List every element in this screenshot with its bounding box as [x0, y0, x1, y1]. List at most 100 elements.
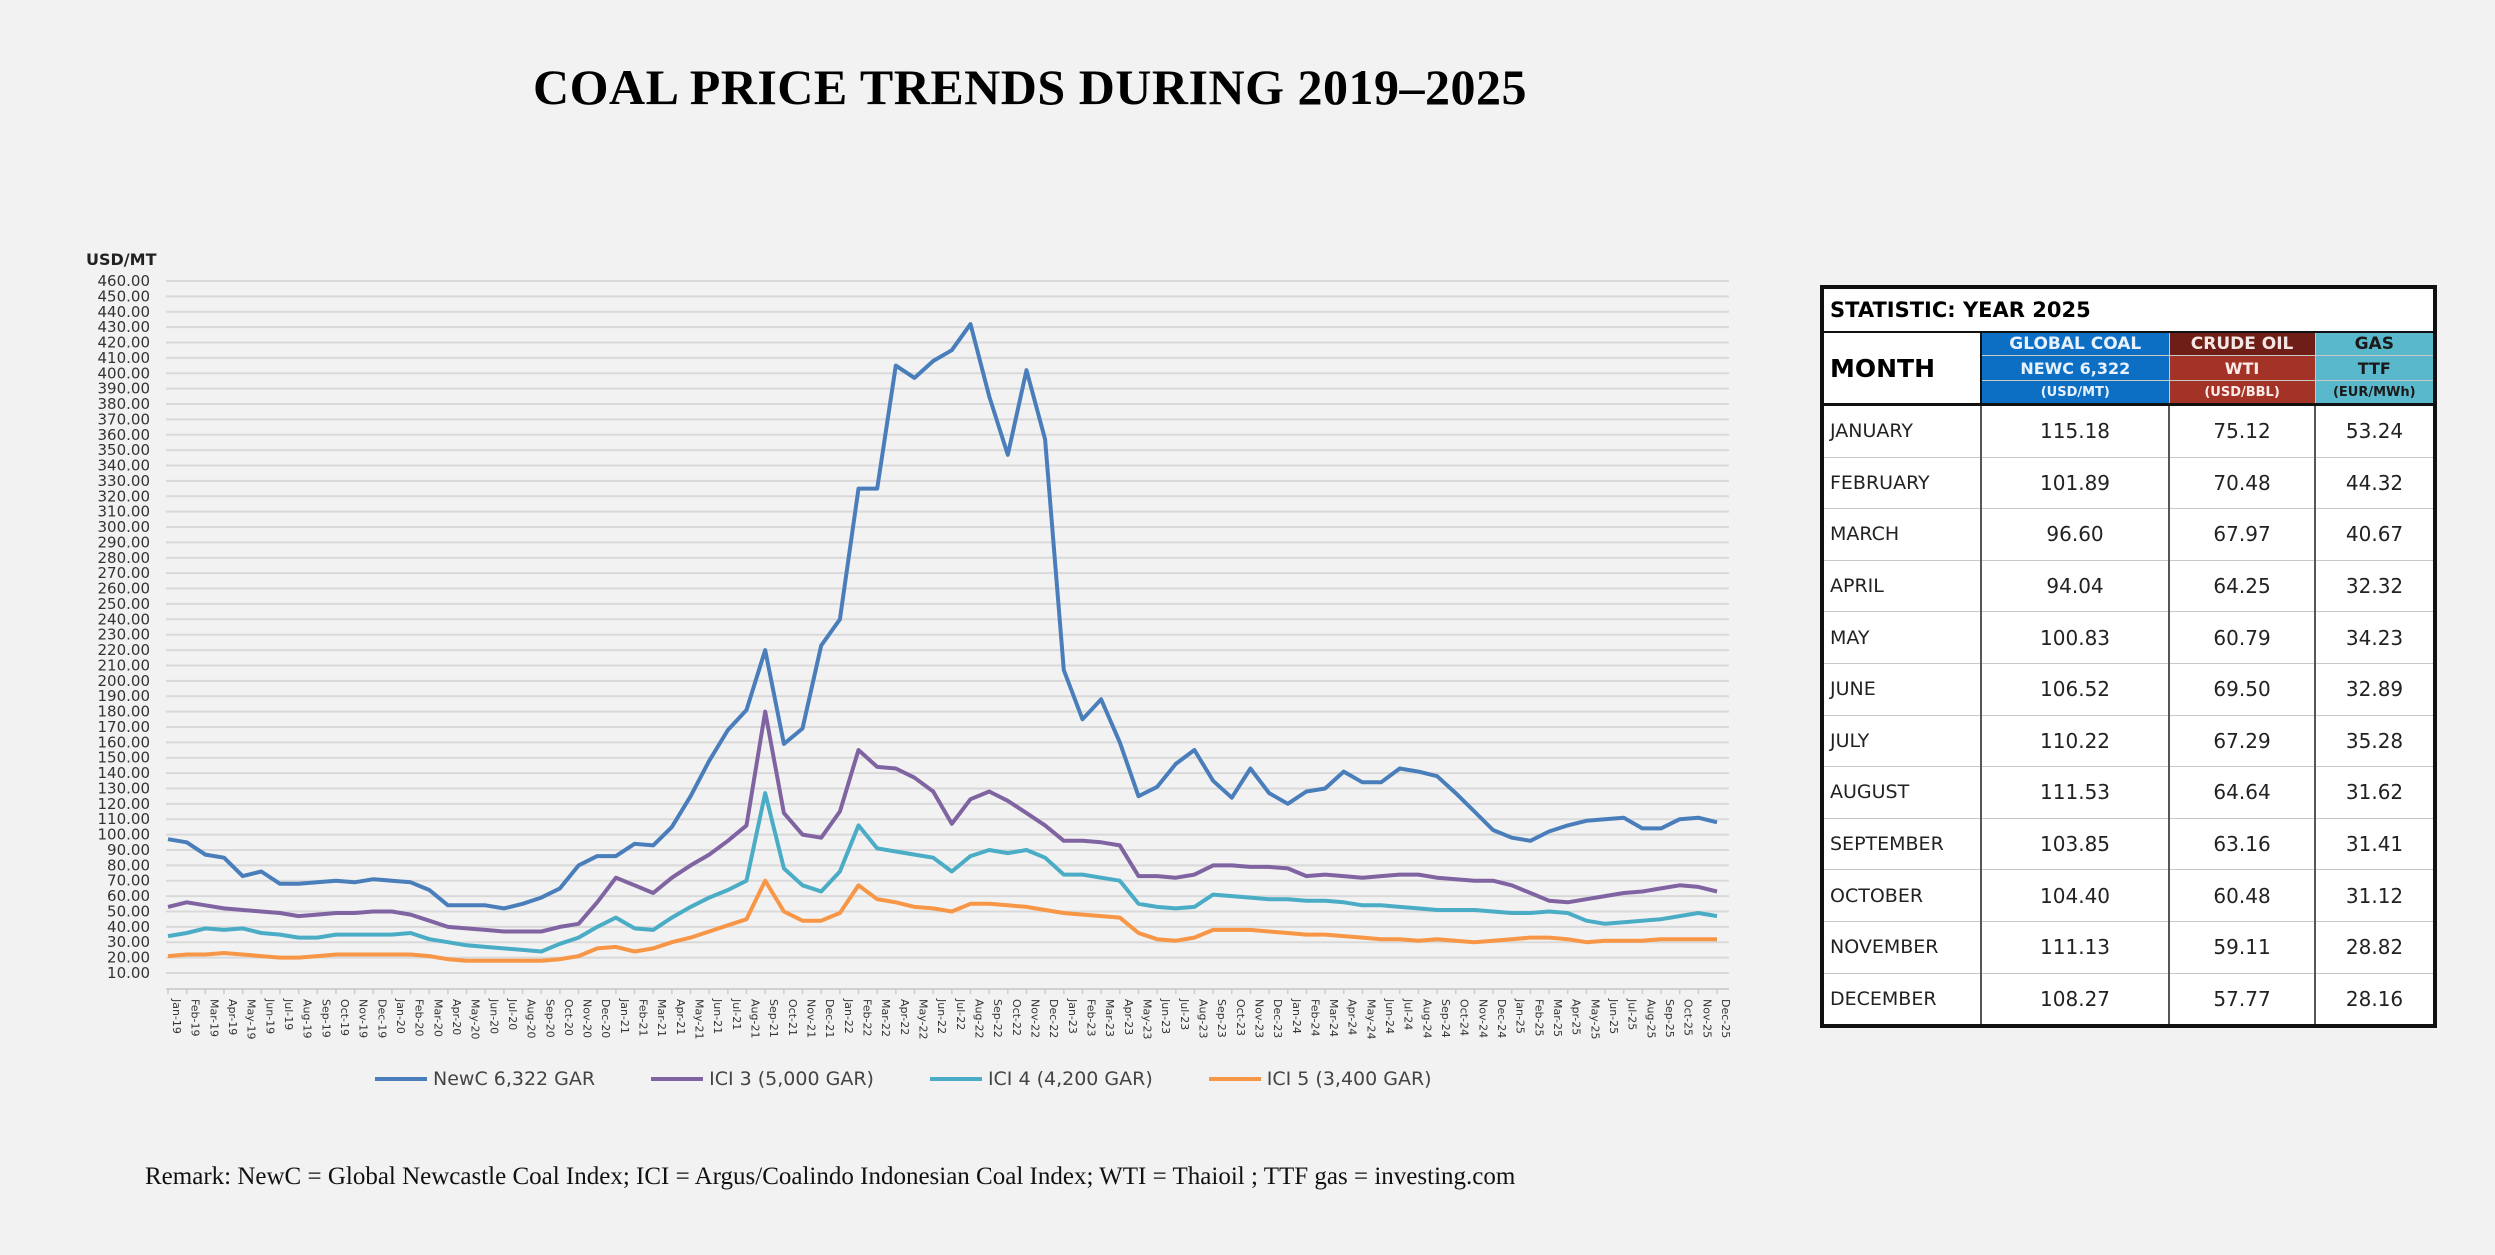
x-tick-label: Mar-23 [1103, 999, 1116, 1037]
coal-group-header: GLOBAL COAL [1980, 331, 2170, 356]
x-tick-label: Aug-20 [525, 999, 538, 1038]
table-row: MAY 100.83 60.79 34.23 [1821, 611, 2436, 664]
statistics-table: STATISTIC: YEAR 2025 MONTH GLOBAL COAL C… [1820, 285, 2437, 1029]
y-tick-label: 400.00 [98, 364, 151, 382]
table-row: FEBRUARY 101.89 70.48 44.32 [1821, 456, 2436, 510]
x-tick-label: Apr-23 [1122, 999, 1135, 1035]
gas-value: 32.89 [2314, 662, 2436, 716]
x-tick-label: Jul-19 [282, 998, 295, 1030]
legend-swatch [651, 1077, 704, 1081]
month-cell: FEBRUARY [1821, 456, 1982, 510]
x-tick-label: Sep-23 [1215, 999, 1228, 1038]
y-tick-label: 380.00 [98, 395, 151, 413]
month-cell: OCTOBER [1821, 869, 1982, 922]
x-tick-label: Aug-25 [1644, 999, 1657, 1038]
table-row: NOVEMBER 111.13 59.11 28.82 [1821, 920, 2436, 974]
gas-value: 53.24 [2314, 404, 2436, 458]
x-tick-label: Jun-25 [1607, 998, 1620, 1034]
gas-value: 31.41 [2314, 817, 2436, 871]
y-tick-label: 100.00 [98, 826, 151, 844]
y-tick-label: 330.00 [98, 472, 151, 490]
series-line-ici4 [167, 791, 1718, 954]
x-tick-label: May-20 [469, 999, 482, 1040]
x-tick-label: Feb-24 [1308, 999, 1321, 1036]
legend-item-ici4: ICI 4 (4,200 GAR) [929, 1068, 1153, 1090]
x-tick-label: Mar-24 [1327, 999, 1340, 1037]
oil-value: 67.97 [2168, 508, 2317, 561]
x-tick-label: May-23 [1140, 999, 1153, 1040]
coal-value: 94.04 [1980, 559, 2171, 613]
x-tick-label: Dec-21 [823, 999, 836, 1038]
x-tick-label: Jan-24 [1290, 998, 1303, 1034]
x-tick-label: Sep-22 [991, 999, 1004, 1038]
series-line-ici3 [167, 709, 1718, 934]
y-tick-label: 290.00 [98, 533, 151, 551]
month-cell: NOVEMBER [1821, 920, 1982, 974]
legend-item-ici3: ICI 3 (5,000 GAR) [651, 1068, 874, 1090]
coal-unit-header: (USD/MT) [1980, 380, 2170, 406]
y-tick-label: 300.00 [98, 518, 151, 536]
table-row: JANUARY 115.18 75.12 53.24 [1821, 404, 2436, 458]
month-cell: MARCH [1821, 508, 1982, 561]
gas-value: 31.62 [2314, 766, 2436, 819]
x-tick-label: Jan-25 [1514, 998, 1527, 1034]
table-row: MARCH 96.60 67.97 40.67 [1821, 508, 2436, 561]
coal-value: 101.89 [1980, 456, 2171, 510]
x-tick-label: Aug-24 [1420, 999, 1433, 1038]
x-tick-label: Dec-23 [1271, 999, 1284, 1038]
month-header: MONTH [1821, 331, 1982, 406]
gas-value: 44.32 [2314, 456, 2436, 510]
y-axis-label: USD/MT [86, 250, 157, 269]
y-tick-label: 60.00 [107, 887, 150, 905]
x-tick-label: Nov-24 [1476, 999, 1489, 1038]
x-tick-label: Nov-25 [1700, 999, 1713, 1038]
x-tick-label: Sep-21 [767, 999, 780, 1038]
coal-name-header: NEWC 6,322 [1980, 355, 2170, 381]
y-tick-label: 240.00 [98, 610, 151, 628]
y-tick-label: 130.00 [98, 779, 151, 797]
x-tick-label: Aug-21 [749, 999, 762, 1038]
y-tick-label: 340.00 [98, 457, 151, 475]
y-tick-label: 10.00 [107, 964, 150, 982]
x-tick-label: Nov-21 [805, 999, 818, 1038]
x-tick-label: Jul-25 [1626, 998, 1639, 1030]
x-tick-label: Aug-23 [1196, 999, 1209, 1038]
y-tick-label: 230.00 [98, 626, 151, 644]
series-lines [167, 322, 1718, 963]
y-tick-label: 210.00 [98, 656, 151, 674]
x-tick-label: Jul-23 [1178, 998, 1191, 1030]
oil-value: 57.77 [2168, 972, 2317, 1027]
x-tick-label: Oct-23 [1234, 999, 1247, 1036]
y-tick-label: 430.00 [98, 318, 151, 336]
y-tick-label: 350.00 [98, 441, 151, 459]
gas-value: 28.82 [2314, 920, 2436, 974]
table-row: JUNE 106.52 69.50 32.89 [1821, 662, 2436, 716]
oil-value: 59.11 [2168, 920, 2317, 974]
y-tick-labels: 10.0020.0030.0040.0050.0060.0070.0080.00… [98, 272, 151, 982]
y-tick-label: 280.00 [98, 549, 151, 567]
gas-value: 40.67 [2314, 508, 2436, 561]
x-tick-label: Jan-23 [1066, 998, 1079, 1034]
table-row: APRIL 94.04 64.25 32.32 [1821, 559, 2436, 613]
legend-swatch [375, 1077, 427, 1081]
x-tick-label: Oct-20 [562, 999, 575, 1036]
x-tick-label: Dec-25 [1719, 999, 1732, 1038]
coal-value: 100.83 [1980, 611, 2171, 664]
x-tick-label: Apr-21 [674, 999, 687, 1035]
coal-value: 96.60 [1980, 508, 2171, 561]
gridlines [166, 280, 1729, 990]
y-tick-label: 260.00 [98, 580, 151, 598]
x-tick-label: Nov-23 [1252, 999, 1265, 1038]
x-tick-label: Dec-19 [375, 999, 388, 1038]
gas-value: 34.23 [2314, 611, 2436, 664]
month-cell: JANUARY [1821, 404, 1982, 458]
legend-swatch [1208, 1077, 1261, 1081]
oil-value: 60.48 [2168, 869, 2317, 922]
y-tick-label: 190.00 [98, 687, 151, 705]
legend-item-newc: NewC 6,322 GAR [375, 1068, 595, 1090]
oil-value: 75.12 [2168, 404, 2317, 458]
x-tick-label: Sep-20 [543, 999, 556, 1038]
x-tick-label: Oct-21 [786, 999, 799, 1036]
x-tick-label: Nov-19 [357, 999, 370, 1038]
table-body: JANUARY 115.18 75.12 53.24 FEBRUARY 101.89 70.… [1821, 404, 2436, 1027]
